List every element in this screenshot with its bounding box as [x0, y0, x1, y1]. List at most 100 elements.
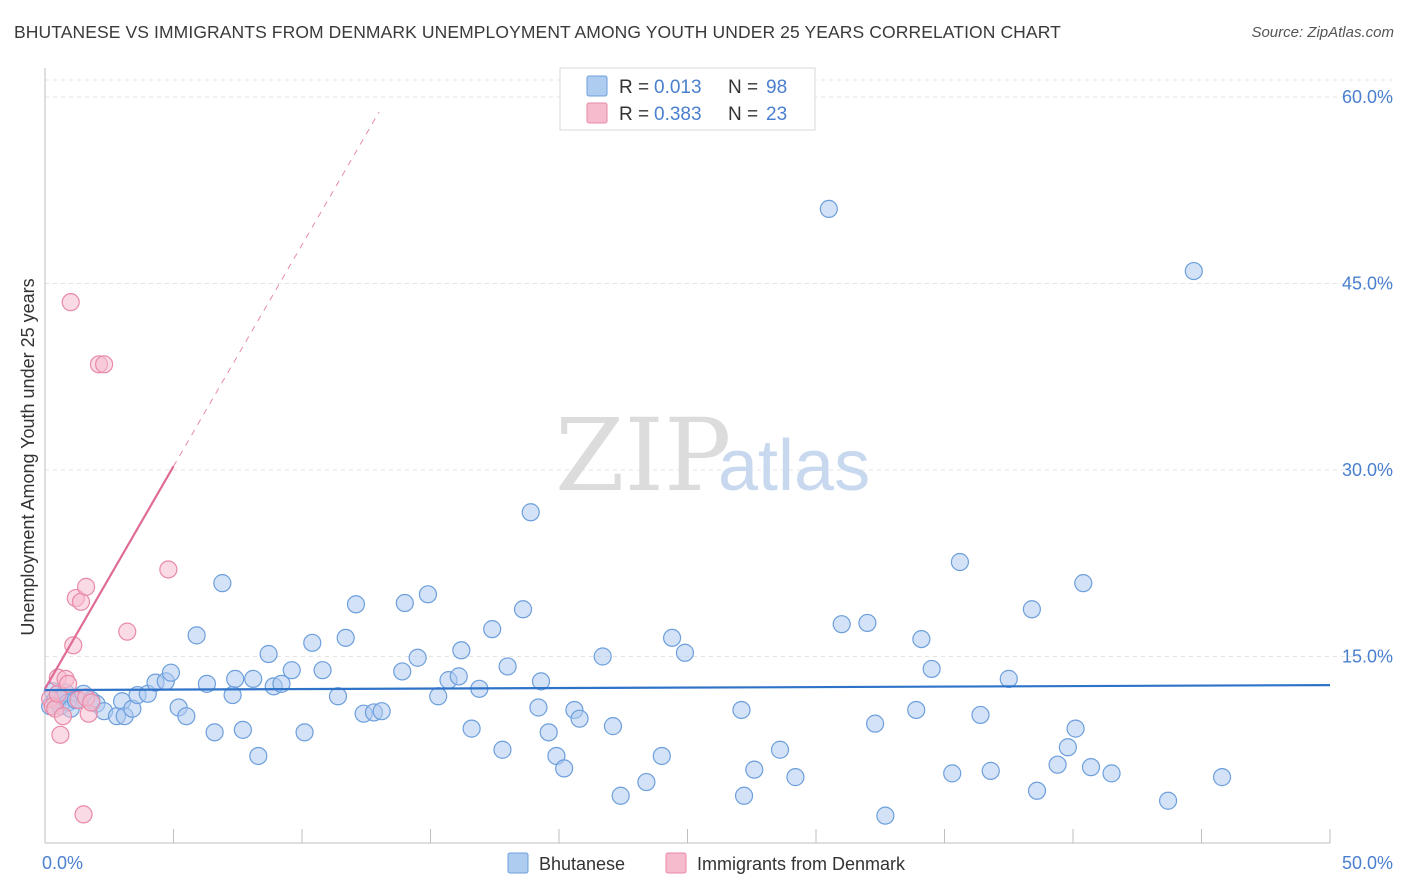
point-bhutanese-26 — [197, 674, 217, 693]
series-bhutanese-points — [41, 199, 1232, 825]
point-denmark-6 — [53, 707, 73, 726]
point-denmark-21 — [118, 622, 137, 641]
point-denmark-20 — [95, 355, 114, 374]
point-bhutanese-28 — [213, 574, 232, 593]
y-tick-labels: 15.0% 30.0% 45.0% 60.0% — [1342, 87, 1393, 667]
point-bhutanese-39 — [303, 633, 322, 652]
point-bhutanese-31 — [233, 720, 252, 739]
point-bhutanese-83 — [858, 613, 877, 633]
point-bhutanese-55 — [462, 719, 481, 738]
point-bhutanese-76 — [732, 700, 751, 720]
point-bhutanese-38 — [295, 723, 314, 742]
trend-line-denmark — [44, 465, 175, 690]
point-bhutanese-98 — [1066, 719, 1085, 738]
point-bhutanese-57 — [483, 620, 502, 639]
point-bhutanese-24 — [177, 707, 196, 726]
grid-lines — [45, 79, 1392, 657]
series-legend: Bhutanese Immigrants from Denmark — [507, 852, 906, 874]
legend-swatch-bhutanese — [586, 75, 608, 97]
point-bhutanese-30 — [226, 669, 245, 688]
point-bhutanese-72 — [637, 772, 656, 792]
point-bhutanese-50 — [418, 585, 438, 604]
point-bhutanese-91 — [971, 705, 990, 725]
point-bhutanese-46 — [372, 702, 391, 721]
point-bhutanese-66 — [555, 759, 574, 778]
point-bhutanese-71 — [611, 786, 630, 805]
point-denmark-10 — [64, 636, 83, 655]
point-denmark-16 — [74, 805, 93, 824]
point-denmark-9 — [61, 293, 80, 312]
point-bhutanese-34 — [259, 644, 278, 664]
x-tick-label-1: 50.0% — [1342, 853, 1393, 873]
y-tick-label-0: 15.0% — [1342, 647, 1393, 667]
watermark-zip: ZIP — [555, 397, 731, 514]
point-bhutanese-68 — [570, 709, 589, 728]
point-bhutanese-74 — [662, 628, 682, 647]
y-tick-label-2: 45.0% — [1342, 274, 1393, 294]
legend-n-value-1: 98 — [766, 77, 787, 98]
point-bhutanese-102 — [1158, 791, 1178, 810]
x-tick-label-0: 0.0% — [42, 853, 83, 873]
trend-line-denmark-extended — [173, 111, 380, 467]
trend-lines — [44, 111, 1331, 692]
point-bhutanese-78 — [745, 760, 764, 779]
point-bhutanese-90 — [950, 552, 970, 572]
point-bhutanese-82 — [832, 615, 851, 634]
point-denmark-5 — [51, 725, 70, 744]
point-denmark-18 — [82, 693, 101, 712]
legend-r-label-1: R = — [619, 77, 649, 98]
point-bhutanese-88 — [922, 659, 941, 679]
y-tick-label-3: 60.0% — [1342, 87, 1393, 107]
point-bhutanese-94 — [1022, 600, 1041, 619]
axes — [44, 68, 1331, 844]
point-bhutanese-85 — [876, 806, 895, 825]
point-bhutanese-64 — [539, 723, 558, 742]
point-bhutanese-96 — [1048, 755, 1067, 774]
point-bhutanese-37 — [282, 661, 301, 680]
point-bhutanese-100 — [1081, 758, 1101, 777]
trend-line-bhutanese — [44, 683, 1331, 692]
point-bhutanese-80 — [786, 768, 805, 787]
point-bhutanese-62 — [529, 698, 548, 717]
point-bhutanese-43 — [346, 595, 366, 614]
x-tick-labels: 0.0% 50.0% — [42, 853, 1393, 873]
point-bhutanese-92 — [981, 761, 1000, 780]
point-bhutanese-25 — [187, 626, 206, 645]
series-denmark-points — [41, 293, 178, 824]
point-bhutanese-49 — [408, 648, 427, 667]
correlation-legend: R = 0.013 N = 98 R = 0.383 N = 23 — [559, 67, 816, 131]
point-denmark-15 — [77, 577, 96, 596]
point-bhutanese-95 — [1027, 781, 1047, 800]
point-bhutanese-41 — [328, 687, 348, 706]
point-bhutanese-81 — [819, 199, 838, 218]
point-bhutanese-84 — [866, 714, 885, 733]
legend-n-label-1: N = — [728, 77, 758, 98]
point-bhutanese-70 — [603, 717, 623, 736]
point-bhutanese-53 — [449, 667, 468, 686]
watermark-atlas: atlas — [718, 426, 870, 506]
y-tick-label-1: 30.0% — [1342, 460, 1393, 480]
point-bhutanese-51 — [429, 687, 448, 706]
point-bhutanese-60 — [513, 600, 533, 619]
point-bhutanese-97 — [1058, 738, 1077, 757]
point-bhutanese-89 — [943, 764, 962, 783]
point-bhutanese-101 — [1102, 764, 1121, 783]
series-legend-swatch-denmark — [665, 852, 687, 874]
point-bhutanese-40 — [313, 661, 332, 680]
point-bhutanese-69 — [593, 647, 612, 666]
y-axis-label: Unemployment Among Youth under 25 years — [18, 278, 38, 635]
series-legend-label-bhutanese: Bhutanese — [539, 854, 625, 874]
point-bhutanese-33 — [249, 746, 268, 766]
series-legend-label-denmark: Immigrants from Denmark — [697, 854, 906, 874]
point-bhutanese-75 — [675, 643, 695, 662]
legend-r-value-1: 0.013 — [654, 77, 702, 98]
chart-title: BHUTANESE VS IMMIGRANTS FROM DENMARK UNE… — [14, 22, 1061, 42]
point-bhutanese-77 — [734, 786, 754, 805]
point-bhutanese-22 — [161, 663, 181, 682]
point-bhutanese-58 — [493, 740, 512, 759]
series-legend-swatch-bhutanese — [507, 852, 529, 874]
point-bhutanese-54 — [452, 641, 471, 660]
point-bhutanese-87 — [912, 629, 931, 649]
point-bhutanese-27 — [205, 723, 224, 742]
